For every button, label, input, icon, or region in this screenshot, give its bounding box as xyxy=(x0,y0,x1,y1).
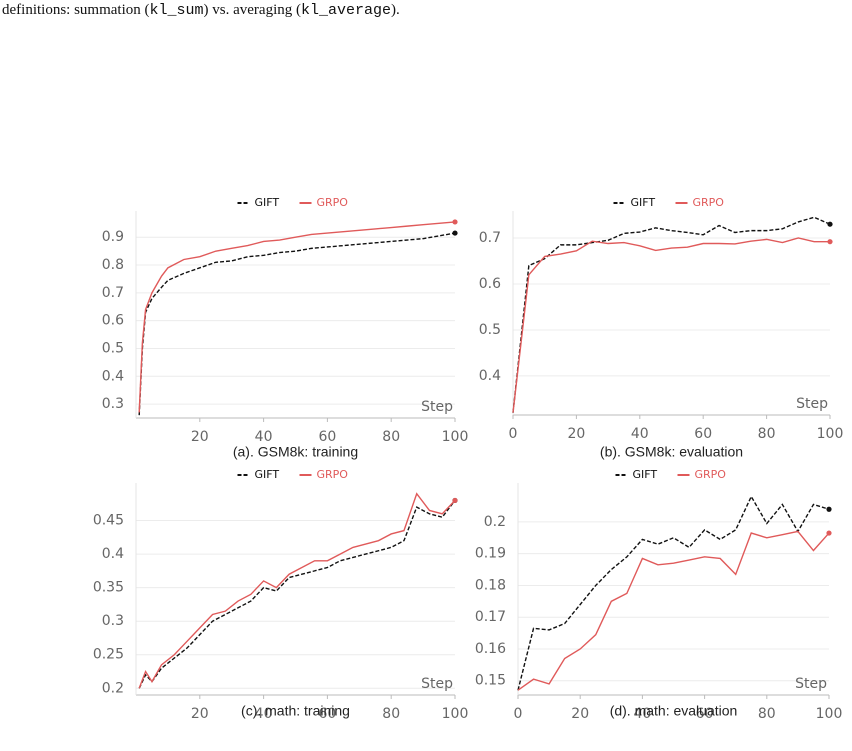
x-tick-label: 40 xyxy=(255,706,273,722)
x-tick-label: 60 xyxy=(318,429,336,445)
series-line xyxy=(512,237,830,413)
legend-label: GRPO xyxy=(317,468,349,481)
legend-label: GRPO xyxy=(693,196,725,209)
end-marker xyxy=(826,506,832,512)
x-tick-label: 80 xyxy=(758,426,776,442)
end-marker xyxy=(827,221,833,227)
x-tick-label: 40 xyxy=(631,426,649,442)
y-tick-label: 0.17 xyxy=(475,609,506,625)
x-tick-label: 40 xyxy=(633,706,651,722)
end-marker xyxy=(452,497,458,504)
x-tick-label: 100 xyxy=(442,429,469,445)
end-marker xyxy=(452,230,458,236)
y-tick-label: 0.2 xyxy=(102,680,124,696)
x-tick-label: 80 xyxy=(382,706,400,722)
x-tick-label: 60 xyxy=(696,706,714,722)
end-marker xyxy=(827,239,833,245)
y-tick-label: 0.18 xyxy=(475,577,506,593)
x-tick-label: 20 xyxy=(191,429,209,445)
series-line xyxy=(138,221,456,413)
y-tick-label: 0.3 xyxy=(102,396,124,412)
caption-text: ) vs. averaging ( xyxy=(203,2,301,18)
series-line xyxy=(138,232,456,416)
legend-label: GRPO xyxy=(317,196,349,209)
series-line xyxy=(517,495,830,691)
legend-label: GRPO xyxy=(695,468,727,481)
subplot-title: (a). GSM8k: training xyxy=(233,444,358,460)
y-tick-label: 0.16 xyxy=(475,641,506,657)
y-tick-label: 0.9 xyxy=(102,229,124,245)
x-tick-label: 100 xyxy=(817,426,844,442)
series-line xyxy=(138,492,456,689)
legend-label: GIFT xyxy=(633,468,658,481)
series-line xyxy=(517,530,830,691)
caption-text: definitions: summation ( xyxy=(2,2,150,18)
y-tick-label: 0.19 xyxy=(475,546,506,562)
series-line xyxy=(512,216,831,413)
x-tick-label: 80 xyxy=(758,706,776,722)
y-tick-label: 0.25 xyxy=(93,647,124,663)
y-tick-label: 0.4 xyxy=(102,546,124,562)
caption-code: kl_sum xyxy=(149,2,204,19)
subplot-title: (c). math: training xyxy=(241,703,350,719)
legend-label: GIFT xyxy=(631,196,656,209)
y-tick-label: 0.2 xyxy=(484,514,506,530)
x-tick-label: 0 xyxy=(514,706,523,722)
series-line xyxy=(138,499,456,689)
caption-code: kl_average xyxy=(300,2,391,19)
subplot-title: (b). GSM8k: evaluation xyxy=(600,444,743,460)
x-tick-label: 20 xyxy=(191,706,209,722)
y-tick-label: 0.3 xyxy=(102,613,124,629)
y-tick-label: 0.35 xyxy=(93,580,124,596)
x-tick-label: 80 xyxy=(382,429,400,445)
x-tick-label: 0 xyxy=(509,426,518,442)
y-tick-label: 0.6 xyxy=(102,313,124,329)
x-tick-label: 20 xyxy=(567,426,585,442)
x-tick-label: 100 xyxy=(816,706,843,722)
y-tick-label: 0.8 xyxy=(102,257,124,273)
y-tick-label: 0.4 xyxy=(479,368,501,384)
legend-label: GIFT xyxy=(255,196,280,209)
caption-text: ). xyxy=(391,2,400,18)
end-marker xyxy=(826,530,832,536)
x-axis-label: Step xyxy=(796,396,828,412)
subplot-title: (d). math: evaluation xyxy=(610,703,738,719)
y-tick-label: 0.7 xyxy=(479,230,501,246)
y-tick-label: 0.5 xyxy=(102,340,124,356)
y-tick-label: 0.4 xyxy=(102,368,124,384)
y-tick-label: 0.6 xyxy=(479,276,501,292)
x-tick-label: 100 xyxy=(442,706,469,722)
x-tick-label: 40 xyxy=(255,429,273,445)
x-tick-label: 60 xyxy=(694,426,712,442)
y-tick-label: 0.15 xyxy=(475,673,506,689)
y-tick-label: 0.7 xyxy=(102,285,124,301)
end-marker xyxy=(452,219,458,225)
y-tick-label: 0.45 xyxy=(93,513,124,529)
x-axis-label: Step xyxy=(421,676,453,692)
x-tick-label: 60 xyxy=(318,706,336,722)
legend-label: GIFT xyxy=(255,468,280,481)
x-axis-label: Step xyxy=(421,399,453,415)
y-tick-label: 0.5 xyxy=(479,322,501,338)
caption: definitions: summation (kl_sum) vs. aver… xyxy=(2,2,400,19)
x-axis-label: Step xyxy=(795,676,827,692)
x-tick-label: 20 xyxy=(571,706,589,722)
